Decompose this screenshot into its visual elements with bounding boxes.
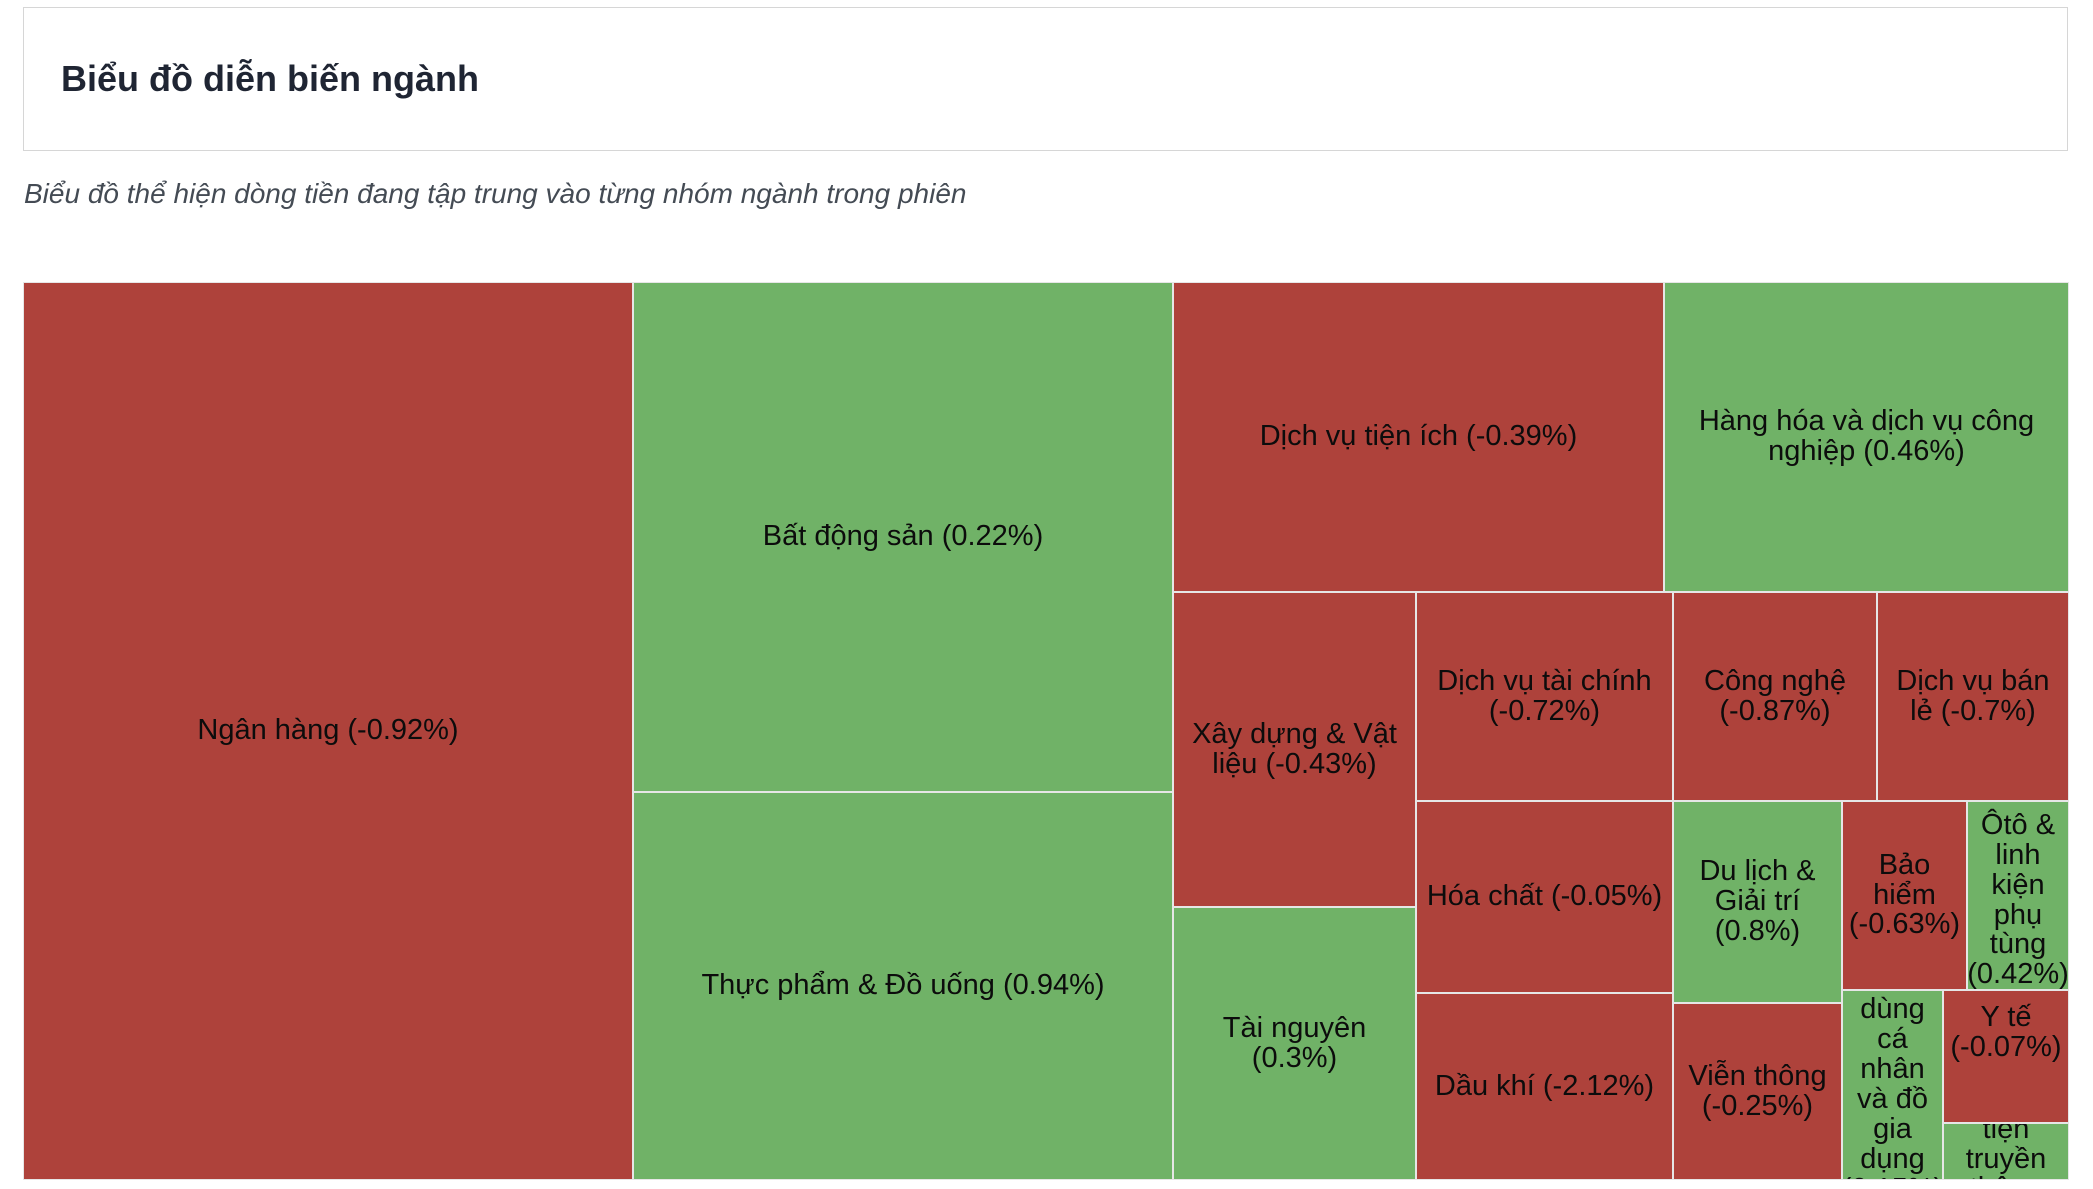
- sector-tile-phuong-tien-truyen-thong[interactable]: tiện truyền thông: [1943, 1123, 2069, 1180]
- sector-tile-xay-dung-vat-lieu[interactable]: Xây dựng & Vật liệu (-0.43%): [1173, 592, 1416, 907]
- sector-label: Bảo hiểm (-0.63%): [1848, 848, 1961, 941]
- sector-label: Dịch vụ bán lẻ (-0.7%): [1896, 664, 2050, 727]
- sector-label: Xây dựng & Vật liệu (-0.43%): [1192, 717, 1397, 780]
- sector-label: tiện truyền thông: [1965, 1123, 2047, 1179]
- sector-tile-bat-dong-san[interactable]: Bất động sản (0.22%): [633, 282, 1173, 792]
- sector-tile-bao-hiem[interactable]: Bảo hiểm (-0.63%): [1842, 801, 1967, 990]
- sector-label: Đồ dùng cá nhân và đồ gia dụng (0.15%): [1843, 991, 1942, 1179]
- sector-tile-vien-thong[interactable]: Viễn thông (-0.25%): [1673, 1003, 1842, 1180]
- sector-label: Dầu khí (-2.12%): [1434, 1069, 1655, 1102]
- sector-label: Viễn thông (-0.25%): [1688, 1059, 1827, 1122]
- sector-tile-tai-nguyen[interactable]: Tài nguyên (0.3%): [1173, 907, 1416, 1180]
- sector-tile-dich-vu-tai-chinh[interactable]: Dịch vụ tài chính (-0.72%): [1416, 592, 1673, 801]
- sector-label: Tài nguyên (0.3%): [1222, 1011, 1367, 1074]
- sector-tile-du-lich-giai-tri[interactable]: Du lịch & Giải trí (0.8%): [1673, 801, 1842, 1003]
- sector-label: Công nghệ (-0.87%): [1704, 664, 1846, 727]
- sector-label: Dịch vụ tiện ích (-0.39%): [1259, 420, 1578, 453]
- sector-label: Du lịch & Giải trí (0.8%): [1699, 855, 1816, 947]
- sector-label: Hàng hóa và dịch vụ công nghiệp (0.46%): [1698, 405, 2035, 467]
- sector-label: Dịch vụ tài chính (-0.72%): [1437, 664, 1652, 727]
- sector-label: Thực phẩm & Đồ uống (0.94%): [701, 969, 1105, 1002]
- sector-tile-ngan-hang[interactable]: Ngân hàng (-0.92%): [23, 282, 633, 1180]
- chart-subtitle: Biểu đồ thể hiện dòng tiền đang tập trun…: [24, 178, 967, 209]
- sector-tile-hang-hoa-dich-vu-cong-nghiep[interactable]: Hàng hóa và dịch vụ công nghiệp (0.46%): [1664, 282, 2069, 592]
- sector-label: Y tế (-0.07%): [1950, 1000, 2062, 1063]
- sector-tile-do-dung-ca-nhan[interactable]: Đồ dùng cá nhân và đồ gia dụng (0.15%): [1842, 990, 1943, 1180]
- page-title: Biểu đồ diễn biến ngành: [61, 58, 479, 99]
- sector-label: Ngân hàng (-0.92%): [197, 714, 459, 747]
- sector-tile-dau-khi[interactable]: Dầu khí (-2.12%): [1416, 993, 1673, 1180]
- sector-tile-y-te[interactable]: Y tế (-0.07%): [1943, 990, 2069, 1123]
- chart-header: Biểu đồ diễn biến ngành: [23, 7, 2068, 151]
- sector-label: Bất động sản (0.22%): [762, 520, 1044, 553]
- sector-label: Hóa chất (-0.05%): [1426, 880, 1663, 913]
- sector-tile-oto-linh-kien[interactable]: Ôtô & linh kiện phụ tùng (0.42%): [1967, 801, 2069, 990]
- sector-tile-dich-vu-ban-le[interactable]: Dịch vụ bán lẻ (-0.7%): [1877, 592, 2069, 801]
- sector-treemap: Ngân hàng (-0.92%) Bất động sản (0.22%) Th…: [23, 282, 2069, 1180]
- sector-tile-dich-vu-tien-ich[interactable]: Dịch vụ tiện ích (-0.39%): [1173, 282, 1664, 592]
- sector-tile-cong-nghe[interactable]: Công nghệ (-0.87%): [1673, 592, 1877, 801]
- sector-tile-hoa-chat[interactable]: Hóa chất (-0.05%): [1416, 801, 1673, 993]
- sector-tile-thuc-pham-do-uong[interactable]: Thực phẩm & Đồ uống (0.94%): [633, 792, 1173, 1180]
- sector-label: Ôtô & linh kiện phụ tùng (0.42%): [1967, 808, 2069, 990]
